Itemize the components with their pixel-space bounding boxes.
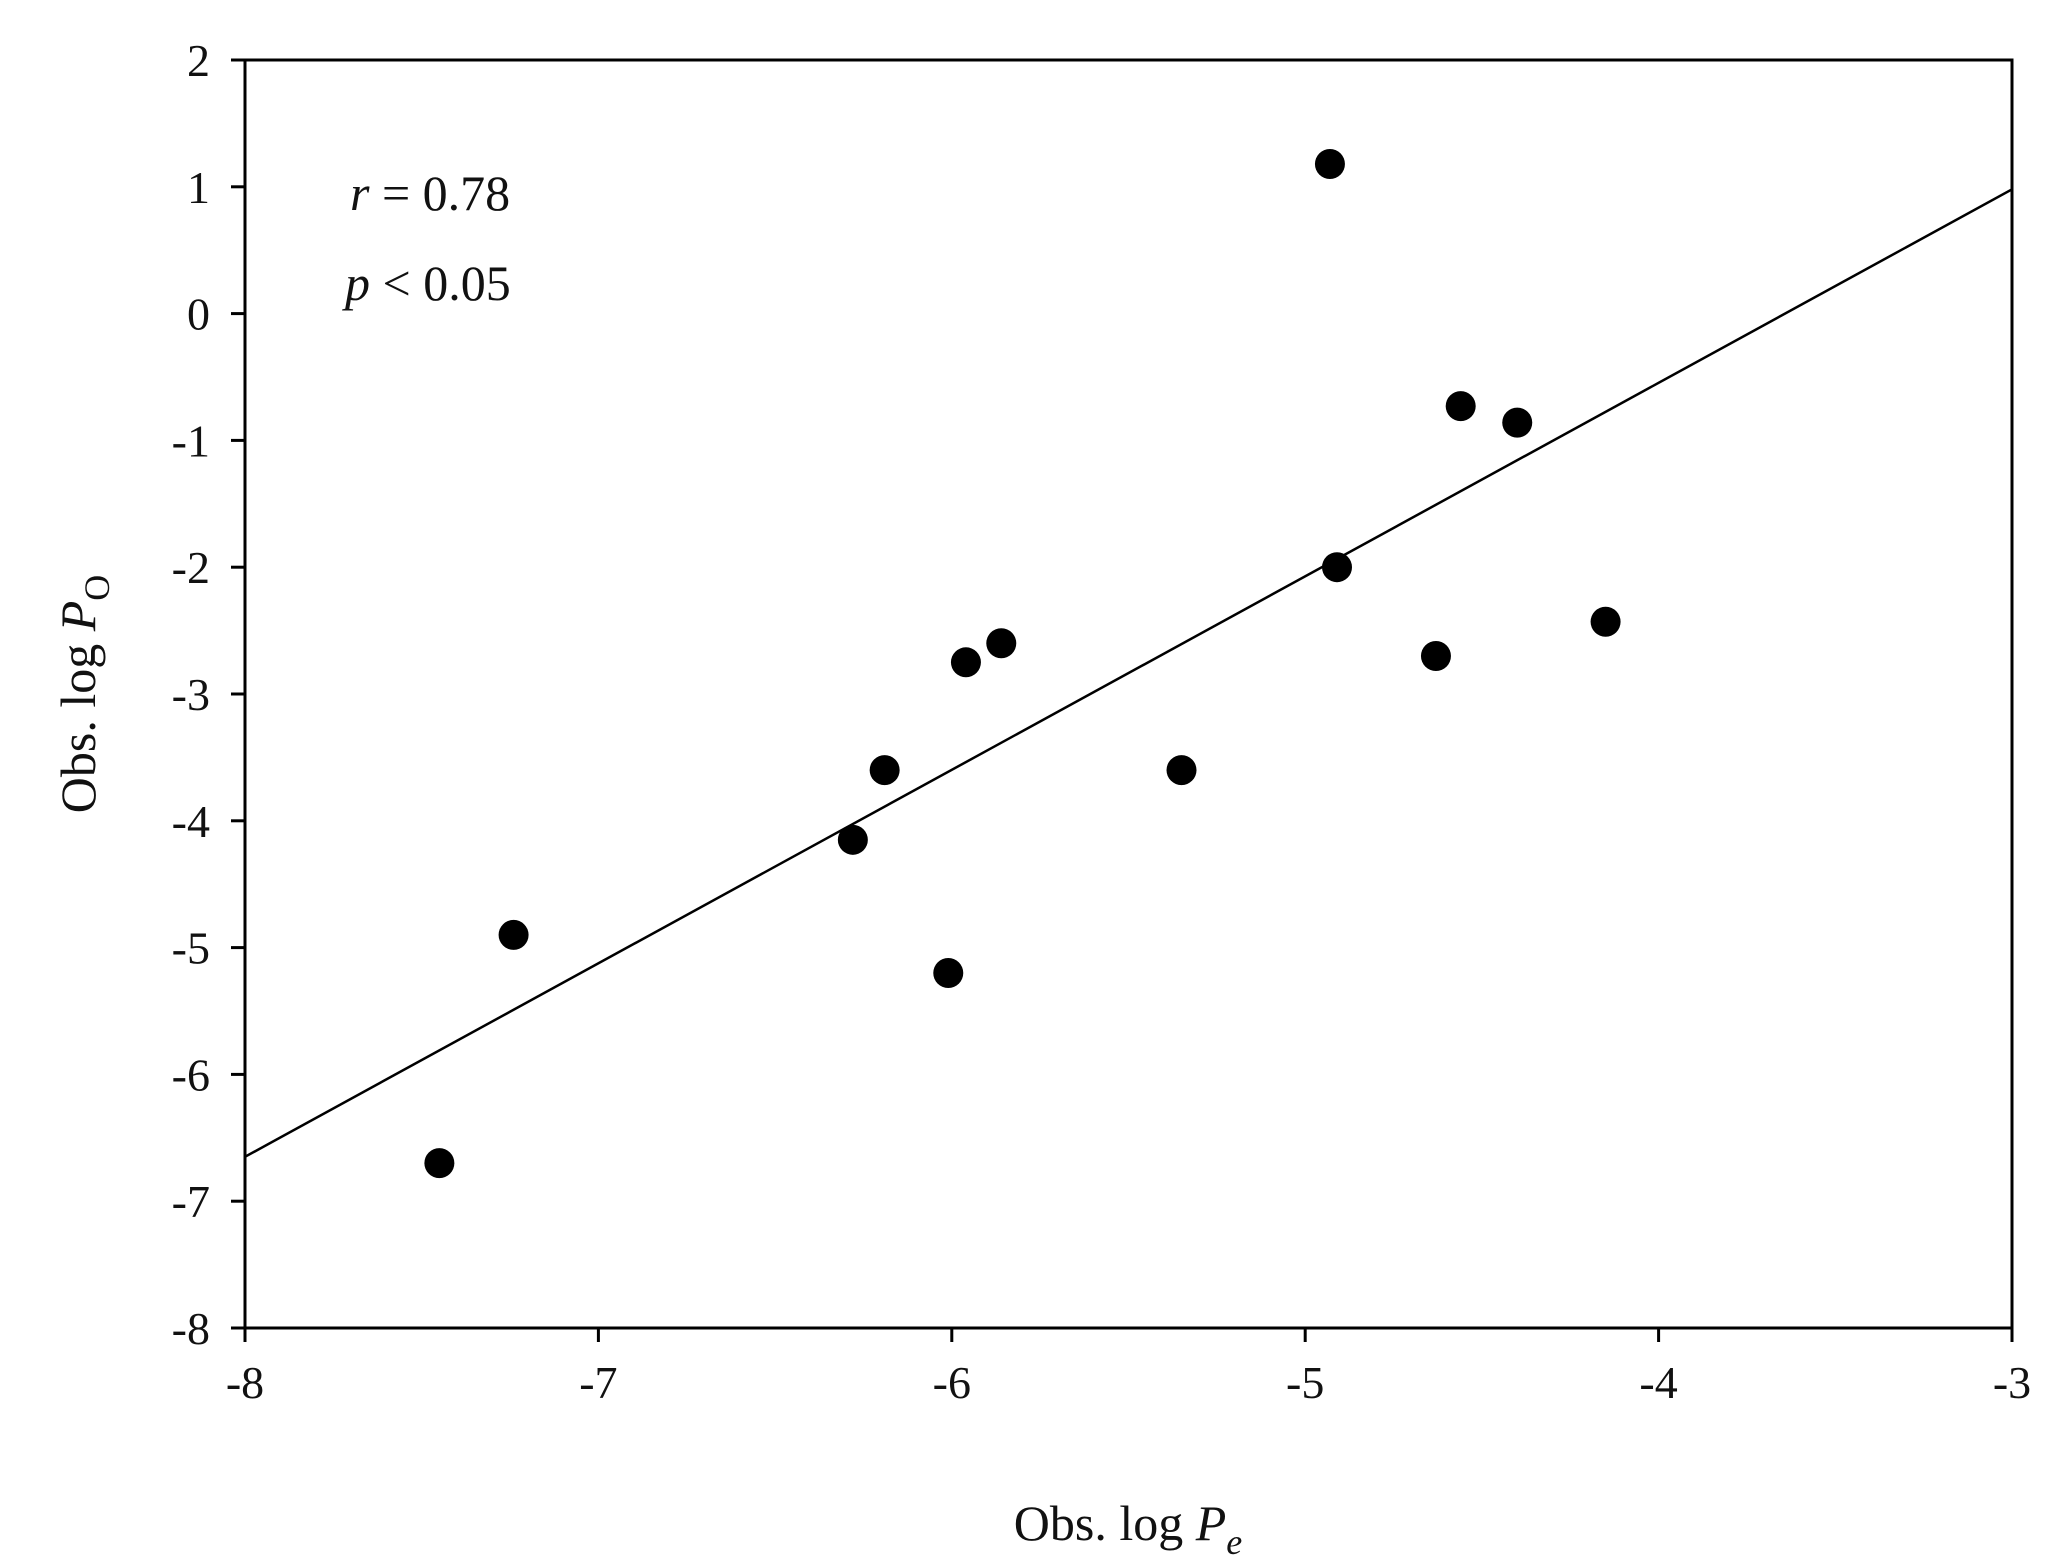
x-tick-label: -4 [1639,1357,1677,1408]
correlation-annotation: r = 0.78 [350,165,510,221]
y-tick-label: 1 [187,162,210,213]
x-axis-title-var: P [1195,1495,1227,1551]
data-point [1590,606,1621,637]
y-tick-label: -4 [172,796,210,847]
y-tick-label: -1 [172,415,210,466]
y-axis-title-prefix: Obs. log [50,631,106,813]
x-tick-label: -6 [933,1357,971,1408]
x-axis-title-prefix: Obs. log [1014,1495,1196,1551]
data-point [869,755,900,786]
y-axis-title-var: P [50,601,106,633]
plot-frame [243,58,2014,1330]
fit-line-layer [245,188,2012,1158]
y-tick-label: -8 [172,1303,210,1354]
data-point [986,628,1017,659]
ticks-layer: -8 -7 -6 -5 -4 -3 2 1 0 -1 -2 -3 -4 -5 -6 -7 -8 [172,35,2031,1408]
y-tick-label: 2 [187,35,210,86]
y-axis-title: Obs. log PO [50,575,117,814]
y-tick-label: 0 [187,289,210,340]
y-axis-title-sub: O [77,575,117,601]
data-point [1502,407,1533,438]
y-tick-label: -6 [172,1049,210,1100]
data-point [498,919,529,950]
x-axis-title: Obs. log Pe [1014,1495,1243,1562]
data-point [1314,148,1345,179]
x-tick-label: -8 [226,1357,264,1408]
r-symbol: r [350,165,370,221]
r-value: = 0.78 [369,165,510,221]
data-point [950,647,981,678]
p-value: < 0.05 [370,255,511,311]
data-point [1445,391,1476,422]
x-axis-title-sub: e [1226,1522,1242,1562]
p-symbol: p [342,255,370,311]
y-tick-label: -5 [172,923,210,974]
regression-line [245,188,2012,1158]
points-layer [424,148,1621,1179]
data-point [1322,552,1353,583]
x-tick-label: -7 [579,1357,617,1408]
y-tick-label: -2 [172,542,210,593]
p-value-annotation: p < 0.05 [342,255,511,311]
data-point [1420,640,1451,671]
data-point [1166,755,1197,786]
data-point [933,957,964,988]
y-tick-label: -3 [172,669,210,720]
y-tick-label: -7 [172,1176,210,1227]
data-point [424,1148,455,1179]
data-point [837,824,868,855]
x-tick-label: -3 [1993,1357,2031,1408]
x-tick-label: -5 [1286,1357,1324,1408]
